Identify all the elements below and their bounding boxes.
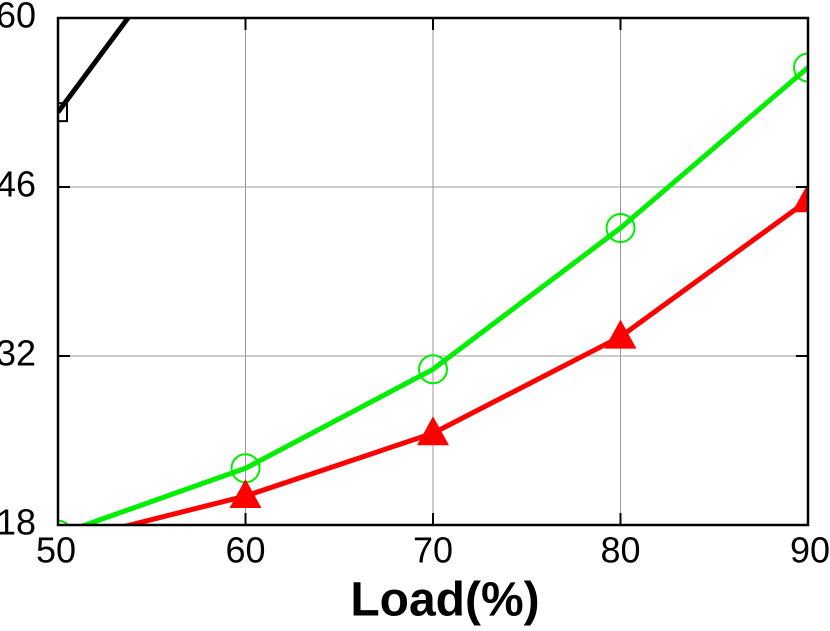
marker — [417, 416, 449, 446]
x-tick-label: 70 — [413, 530, 453, 571]
y-tick-label: 18 — [0, 502, 36, 543]
grid — [58, 18, 808, 525]
plot-area — [58, 18, 808, 525]
y-tick-label: 60 — [0, 0, 36, 36]
x-axis-title: Load(%) — [350, 574, 539, 627]
marker — [58, 102, 68, 123]
x-tick-label: 50 — [36, 530, 76, 571]
marker — [604, 319, 637, 349]
marker — [605, 213, 636, 244]
marker — [229, 479, 262, 509]
x-tick-label: 80 — [600, 530, 640, 571]
series-line — [58, 18, 132, 114]
marker — [792, 183, 808, 213]
x-tick-label: 90 — [790, 530, 830, 571]
marker — [793, 52, 808, 83]
series-line — [77, 65, 808, 525]
y-tick-label: 32 — [0, 333, 36, 374]
marker — [418, 354, 448, 385]
x-tick-label: 60 — [225, 530, 265, 571]
labels: 18 32 46 60 50 60 70 80 90 — [0, 0, 830, 571]
y-tick-label: 46 — [0, 164, 36, 205]
